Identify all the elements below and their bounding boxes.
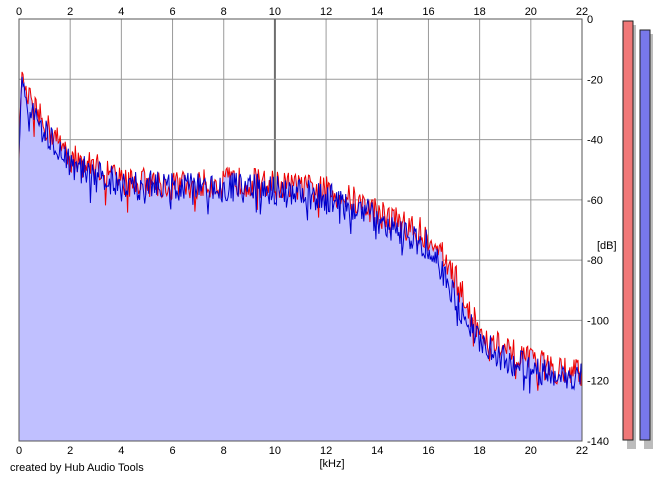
meter-red [622,20,634,441]
x-tick-label-top: 0 [16,6,22,18]
x-tick-label-bottom: 20 [525,445,537,457]
x-tick-label-bottom: 14 [371,445,383,457]
x-tick-label-bottom: 16 [422,445,434,457]
x-tick-label-bottom: 10 [269,445,281,457]
x-axis-bottom-ticks: 0 2 4 6 8 10 12 14 16 18 20 22 [16,445,588,457]
x-tick-label-top: 16 [422,6,434,18]
x-tick-label-top: 8 [221,6,227,18]
y-tick-label: -40 [587,135,603,147]
x-tick-label-bottom: 18 [474,445,486,457]
red-channel-line [18,71,583,391]
level-meters [622,20,653,449]
x-tick-label-bottom: 4 [118,445,124,457]
x-tick-label-bottom: 8 [221,445,227,457]
plot-frame [18,18,583,442]
x-tick-label-bottom: 2 [67,445,73,457]
x-axis-top-ticks: 0 2 4 6 8 10 12 14 16 18 20 22 [16,6,588,18]
x-tick-label-top: 14 [371,6,383,18]
x-tick-label-top: 18 [474,6,486,18]
y-tick-label: -120 [587,376,609,388]
y-axis-label: [dB] [597,240,617,252]
y-axis-ticks: 0 -20 -40 -60 -80 -100 -120 -140 [587,14,609,448]
y-tick-label: 0 [587,14,593,26]
y-tick-label: -60 [587,195,603,207]
x-tick-label-top: 10 [269,6,281,18]
x-axis-label: [kHz] [319,458,344,470]
x-tick-label-top: 2 [67,6,73,18]
x-tick-label-top: 4 [118,6,124,18]
x-tick-label-bottom: 0 [16,445,22,457]
blue-channel-line [18,76,583,394]
spectrum-fill-area [19,71,582,442]
x-tick-label-top: 12 [320,6,332,18]
x-tick-label-top: 6 [169,6,175,18]
credit-text: created by Hub Audio Tools [10,462,144,474]
x-tick-label-bottom: 22 [576,445,588,457]
y-tick-label: -80 [587,255,603,267]
x-tick-label-bottom: 6 [169,445,175,457]
y-tick-label: -100 [587,315,609,327]
x-tick-label-top: 20 [525,6,537,18]
meter-blue [639,29,651,441]
x-tick-label-bottom: 12 [320,445,332,457]
y-tick-label: -140 [587,436,609,448]
x-tick-label-top: 22 [576,6,588,18]
y-tick-label: -20 [587,74,603,86]
